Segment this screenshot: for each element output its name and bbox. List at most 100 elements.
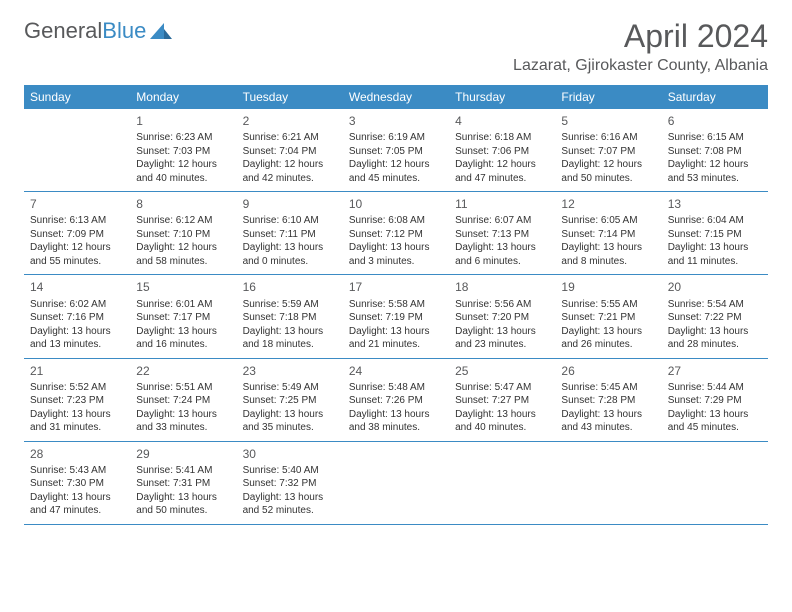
sunset-text: Sunset: 7:07 PM — [561, 145, 655, 159]
daylight-text: Daylight: 13 hours and 13 minutes. — [30, 325, 124, 352]
empty-cell — [555, 442, 661, 524]
day-number: 13 — [668, 196, 762, 212]
daylight-text: Daylight: 12 hours and 40 minutes. — [136, 158, 230, 185]
day-number: 8 — [136, 196, 230, 212]
weeks-container: 1Sunrise: 6:23 AMSunset: 7:03 PMDaylight… — [24, 109, 768, 525]
day-cell: 3Sunrise: 6:19 AMSunset: 7:05 PMDaylight… — [343, 109, 449, 191]
sunrise-text: Sunrise: 6:18 AM — [455, 131, 549, 145]
sunrise-text: Sunrise: 6:10 AM — [243, 214, 337, 228]
sunset-text: Sunset: 7:24 PM — [136, 394, 230, 408]
day-cell: 17Sunrise: 5:58 AMSunset: 7:19 PMDayligh… — [343, 275, 449, 357]
daylight-text: Daylight: 13 hours and 47 minutes. — [30, 491, 124, 518]
sunset-text: Sunset: 7:19 PM — [349, 311, 443, 325]
sunrise-text: Sunrise: 5:43 AM — [30, 464, 124, 478]
day-header-tue: Tuesday — [237, 85, 343, 109]
sunset-text: Sunset: 7:15 PM — [668, 228, 762, 242]
sunrise-text: Sunrise: 5:40 AM — [243, 464, 337, 478]
daylight-text: Daylight: 13 hours and 43 minutes. — [561, 408, 655, 435]
daylight-text: Daylight: 13 hours and 3 minutes. — [349, 241, 443, 268]
day-cell: 5 Sunrise: 6:16 AMSunset: 7:07 PMDaylight… — [555, 109, 661, 191]
day-number: 12 — [561, 196, 655, 212]
day-cell: 10Sunrise: 6:08 AMSunset: 7:12 PMDayligh… — [343, 192, 449, 274]
daylight-text: Daylight: 12 hours and 42 minutes. — [243, 158, 337, 185]
day-cell: 11Sunrise: 6:07 AMSunset: 7:13 PMDayligh… — [449, 192, 555, 274]
week-row: 14Sunrise: 6:02 AMSunset: 7:16 PMDayligh… — [24, 275, 768, 358]
day-number: 26 — [561, 363, 655, 379]
day-number: 5 — [561, 113, 655, 129]
day-cell: 25Sunrise: 5:47 AMSunset: 7:27 PMDayligh… — [449, 359, 555, 441]
daylight-text: Daylight: 13 hours and 11 minutes. — [668, 241, 762, 268]
day-cell: 2Sunrise: 6:21 AMSunset: 7:04 PMDaylight… — [237, 109, 343, 191]
sunset-text: Sunset: 7:23 PM — [30, 394, 124, 408]
sunset-text: Sunset: 7:30 PM — [30, 477, 124, 491]
day-number: 11 — [455, 196, 549, 212]
sunset-text: Sunset: 7:14 PM — [561, 228, 655, 242]
day-number: 4 — [455, 113, 549, 129]
daylight-text: Daylight: 13 hours and 8 minutes. — [561, 241, 655, 268]
daylight-text: Daylight: 12 hours and 50 minutes. — [561, 158, 655, 185]
day-cell: 23Sunrise: 5:49 AMSunset: 7:25 PMDayligh… — [237, 359, 343, 441]
day-cell: 30Sunrise: 5:40 AMSunset: 7:32 PMDayligh… — [237, 442, 343, 524]
sunrise-text: Sunrise: 6:23 AM — [136, 131, 230, 145]
daylight-text: Daylight: 13 hours and 40 minutes. — [455, 408, 549, 435]
logo: GeneralBlue — [24, 18, 172, 44]
sunrise-text: Sunrise: 6:08 AM — [349, 214, 443, 228]
sunset-text: Sunset: 7:04 PM — [243, 145, 337, 159]
sunrise-text: Sunrise: 5:55 AM — [561, 298, 655, 312]
day-number: 3 — [349, 113, 443, 129]
sunrise-text: Sunrise: 6:12 AM — [136, 214, 230, 228]
day-number: 1 — [136, 113, 230, 129]
sunset-text: Sunset: 7:25 PM — [243, 394, 337, 408]
header: GeneralBlue April 2024 Lazarat, Gjirokas… — [24, 18, 768, 75]
day-cell: 12 Sunrise: 6:05 AMSunset: 7:14 PMDayligh… — [555, 192, 661, 274]
sunrise-text: Sunrise: 6:16 AM — [561, 131, 655, 145]
logo-text: GeneralBlue — [24, 18, 146, 44]
day-number: 17 — [349, 279, 443, 295]
day-cell: 20Sunrise: 5:54 AMSunset: 7:22 PMDayligh… — [662, 275, 768, 357]
day-number: 15 — [136, 279, 230, 295]
sunrise-text: Sunrise: 6:04 AM — [668, 214, 762, 228]
calendar: Sunday Monday Tuesday Wednesday Thursday… — [24, 85, 768, 525]
sunrise-text: Sunrise: 6:13 AM — [30, 214, 124, 228]
sunset-text: Sunset: 7:20 PM — [455, 311, 549, 325]
daylight-text: Daylight: 13 hours and 31 minutes. — [30, 408, 124, 435]
sunrise-text: Sunrise: 6:15 AM — [668, 131, 762, 145]
daylight-text: Daylight: 13 hours and 26 minutes. — [561, 325, 655, 352]
daylight-text: Daylight: 12 hours and 53 minutes. — [668, 158, 762, 185]
sunrise-text: Sunrise: 6:02 AM — [30, 298, 124, 312]
empty-cell — [449, 442, 555, 524]
sunset-text: Sunset: 7:16 PM — [30, 311, 124, 325]
sunset-text: Sunset: 7:10 PM — [136, 228, 230, 242]
sunrise-text: Sunrise: 6:05 AM — [561, 214, 655, 228]
day-number: 9 — [243, 196, 337, 212]
day-cell: 14Sunrise: 6:02 AMSunset: 7:16 PMDayligh… — [24, 275, 130, 357]
daylight-text: Daylight: 13 hours and 45 minutes. — [668, 408, 762, 435]
day-number: 7 — [30, 196, 124, 212]
sunrise-text: Sunrise: 6:19 AM — [349, 131, 443, 145]
day-cell: 9Sunrise: 6:10 AMSunset: 7:11 PMDaylight… — [237, 192, 343, 274]
sunset-text: Sunset: 7:08 PM — [668, 145, 762, 159]
sunset-text: Sunset: 7:13 PM — [455, 228, 549, 242]
day-number: 10 — [349, 196, 443, 212]
day-number: 28 — [30, 446, 124, 462]
day-header-sat: Saturday — [662, 85, 768, 109]
day-number: 18 — [455, 279, 549, 295]
daylight-text: Daylight: 13 hours and 18 minutes. — [243, 325, 337, 352]
day-number: 21 — [30, 363, 124, 379]
week-row: 28 Sunrise: 5:43 AMSunset: 7:30 PMDayligh… — [24, 442, 768, 525]
daylight-text: Daylight: 13 hours and 21 minutes. — [349, 325, 443, 352]
day-cell: 8Sunrise: 6:12 AMSunset: 7:10 PMDaylight… — [130, 192, 236, 274]
sunset-text: Sunset: 7:18 PM — [243, 311, 337, 325]
day-number: 20 — [668, 279, 762, 295]
sunrise-text: Sunrise: 5:52 AM — [30, 381, 124, 395]
day-number: 23 — [243, 363, 337, 379]
day-number: 29 — [136, 446, 230, 462]
sunrise-text: Sunrise: 5:54 AM — [668, 298, 762, 312]
sunrise-text: Sunrise: 5:49 AM — [243, 381, 337, 395]
day-cell: 26Sunrise: 5:45 AMSunset: 7:28 PMDayligh… — [555, 359, 661, 441]
day-cell: 13 Sunrise: 6:04 AMSunset: 7:15 PMDayligh… — [662, 192, 768, 274]
day-cell: 7Sunrise: 6:13 AMSunset: 7:09 PMDaylight… — [24, 192, 130, 274]
sunset-text: Sunset: 7:21 PM — [561, 311, 655, 325]
sunrise-text: Sunrise: 5:44 AM — [668, 381, 762, 395]
day-number: 6 — [668, 113, 762, 129]
